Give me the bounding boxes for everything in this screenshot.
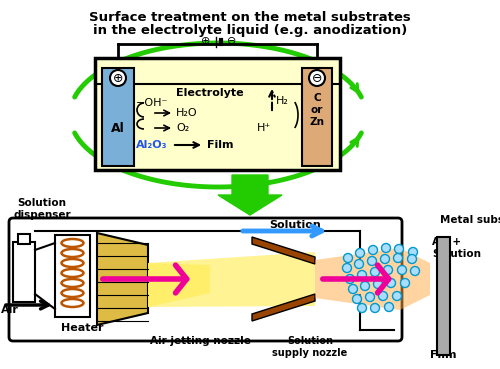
Circle shape: [370, 268, 380, 276]
Circle shape: [354, 259, 364, 269]
Circle shape: [378, 292, 388, 300]
Bar: [102, 68, 134, 166]
Text: Air +
Solution: Air + Solution: [432, 237, 481, 259]
Text: ⊖: ⊖: [312, 72, 322, 85]
Text: Surface treatment on the metal substrates: Surface treatment on the metal substrate…: [89, 11, 411, 24]
Text: in the electrolyte liquid (e.g. anodization): in the electrolyte liquid (e.g. anodizat…: [93, 24, 407, 37]
Polygon shape: [148, 263, 210, 307]
Bar: [95, 58, 340, 170]
Circle shape: [309, 70, 325, 86]
Circle shape: [408, 248, 418, 256]
Circle shape: [380, 255, 390, 263]
Text: ⊕: ⊕: [113, 72, 123, 85]
Bar: [13, 242, 35, 302]
Circle shape: [374, 279, 382, 289]
Polygon shape: [252, 237, 315, 264]
Text: Solution
dispenser: Solution dispenser: [13, 199, 71, 220]
Text: H₂O: H₂O: [176, 108, 198, 118]
Text: C
or
Zn: C or Zn: [310, 93, 324, 127]
Circle shape: [358, 270, 366, 279]
Circle shape: [410, 266, 420, 276]
Text: Al: Al: [111, 121, 125, 134]
Circle shape: [394, 245, 404, 254]
Text: Al₂O₃: Al₂O₃: [136, 140, 168, 150]
Circle shape: [394, 254, 402, 262]
Circle shape: [348, 284, 358, 293]
Circle shape: [344, 254, 352, 262]
Circle shape: [392, 292, 402, 300]
Circle shape: [360, 282, 370, 290]
Circle shape: [370, 303, 380, 313]
Polygon shape: [315, 248, 430, 310]
Text: Solution: Solution: [269, 220, 321, 230]
Text: Metal substrate: Metal substrate: [440, 215, 500, 225]
Text: ⊕: ⊕: [201, 36, 210, 46]
Circle shape: [346, 275, 354, 283]
Circle shape: [366, 293, 374, 301]
Text: Solution
supply nozzle: Solution supply nozzle: [272, 336, 347, 358]
Text: O₂: O₂: [176, 123, 189, 133]
Polygon shape: [148, 252, 315, 307]
Bar: [55, 235, 90, 317]
Circle shape: [386, 279, 396, 287]
Bar: [18, 234, 30, 244]
Circle shape: [382, 244, 390, 252]
Circle shape: [358, 303, 366, 313]
Circle shape: [356, 248, 364, 258]
Text: Film: Film: [207, 140, 234, 150]
Circle shape: [352, 294, 362, 303]
Bar: [437, 237, 450, 355]
Text: Film: Film: [430, 350, 456, 360]
Text: H⁺: H⁺: [257, 123, 271, 133]
Text: Heater: Heater: [61, 323, 104, 333]
Polygon shape: [218, 175, 282, 215]
Circle shape: [368, 245, 378, 255]
Circle shape: [400, 279, 409, 287]
Circle shape: [110, 70, 126, 86]
Circle shape: [384, 303, 394, 311]
Circle shape: [384, 266, 392, 275]
Polygon shape: [97, 233, 148, 325]
Text: H₂: H₂: [276, 96, 289, 106]
Text: ⊖: ⊖: [227, 36, 236, 46]
FancyBboxPatch shape: [9, 218, 402, 341]
Text: Air jetting nozzle: Air jetting nozzle: [150, 336, 250, 346]
Text: −OH⁻: −OH⁻: [136, 98, 168, 108]
Circle shape: [342, 263, 351, 272]
Text: Air: Air: [1, 305, 19, 315]
Bar: [302, 68, 332, 166]
Circle shape: [368, 256, 376, 266]
Polygon shape: [252, 294, 315, 321]
Text: Electrolyte: Electrolyte: [176, 88, 244, 98]
Circle shape: [408, 255, 416, 263]
Circle shape: [398, 266, 406, 275]
